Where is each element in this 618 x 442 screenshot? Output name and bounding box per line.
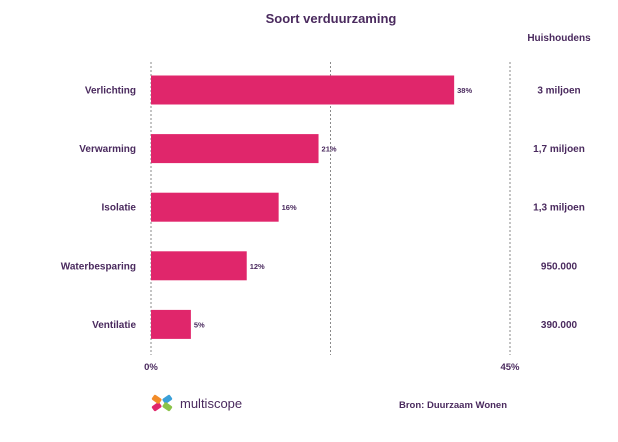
bar [151, 192, 279, 222]
bar [151, 75, 455, 105]
bar [151, 309, 191, 339]
households-value: 390.000 [541, 320, 578, 331]
value-label: 12% [250, 262, 265, 271]
households-value: 1,7 miljoen [533, 144, 585, 155]
category-labels: Verlichting Verwarming Isolatie Waterbespar… [61, 86, 137, 331]
category-label: Ventilatie [92, 320, 136, 331]
households-value: 3 miljoen [537, 86, 580, 97]
value-label: 38% [457, 86, 472, 95]
category-label: Verwarming [79, 144, 136, 155]
source-note: Bron: Duurzaam Wonen [399, 400, 507, 411]
value-labels: 38% 21% 16% 12% 5% [194, 86, 473, 329]
bar [151, 251, 247, 281]
x-tick-labels: 0% 45% [144, 362, 520, 373]
households-value: 1,3 miljoen [533, 203, 585, 214]
category-label: Isolatie [102, 203, 137, 214]
gridlines [150, 62, 511, 355]
category-label: Verlichting [85, 86, 136, 97]
logo-text: multiscope [180, 396, 242, 411]
category-label: Waterbesparing [61, 261, 136, 272]
x-tick-label: 0% [144, 362, 158, 373]
chart-title: Soort verduurzaming [266, 11, 397, 26]
households-values: 3 miljoen 1,7 miljoen 1,3 miljoen 950.000 39… [533, 86, 585, 331]
value-label: 5% [194, 320, 205, 329]
value-label: 16% [282, 203, 297, 212]
x-tick-label: 45% [500, 362, 520, 373]
bar [151, 134, 319, 164]
households-value: 950.000 [541, 261, 578, 272]
bars [151, 75, 455, 339]
multiscope-logo-icon [151, 394, 173, 412]
value-label: 21% [322, 145, 337, 154]
households-header: Huishoudens [527, 33, 591, 44]
multiscope-logo: multiscope [151, 394, 242, 412]
